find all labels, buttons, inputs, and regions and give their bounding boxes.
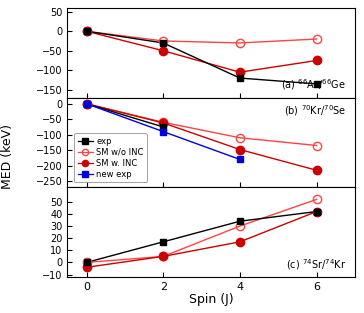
X-axis label: Spin (J): Spin (J) [189, 293, 233, 306]
Text: (c) $^{74}$Sr/$^{74}$Kr: (c) $^{74}$Sr/$^{74}$Kr [286, 257, 346, 272]
Text: (a) $^{66}$As/$^{66}$Ge: (a) $^{66}$As/$^{66}$Ge [281, 77, 346, 92]
Legend: exp, SM w/o INC, SM w. INC, new exp: exp, SM w/o INC, SM w. INC, new exp [74, 133, 147, 182]
Text: MED (keV): MED (keV) [1, 124, 14, 189]
Text: (b) $^{70}$Kr/$^{70}$Se: (b) $^{70}$Kr/$^{70}$Se [284, 103, 346, 118]
